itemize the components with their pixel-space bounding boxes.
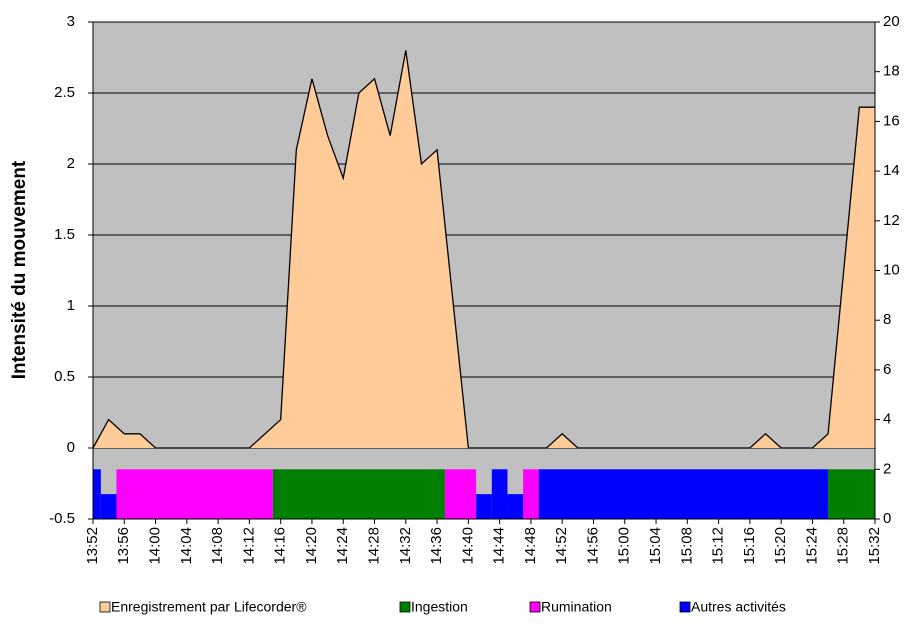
y2-tick-label: 18: [883, 63, 900, 80]
x-tick-label: 15:04: [647, 527, 664, 565]
x-tick-label: 14:04: [178, 527, 195, 565]
y2-tick-label: 12: [883, 212, 900, 229]
plot-area: [93, 22, 875, 519]
legend-label: Enregistrement par Lifecorder®: [111, 599, 307, 615]
x-tick-label: 14:36: [428, 527, 445, 565]
y-tick-label: 0.5: [54, 368, 75, 385]
y2-tick-label: 0: [883, 510, 891, 527]
activity-bar: [828, 469, 875, 519]
legend-swatch: [679, 601, 691, 613]
y-tick-label: 1.5: [54, 226, 75, 243]
y2-tick-label: 10: [883, 261, 900, 278]
activity-bar: [491, 469, 508, 519]
x-tick-label: 14:32: [397, 527, 414, 565]
legend-swatch: [529, 601, 541, 613]
y2-tick-label: 8: [883, 311, 891, 328]
activity-bar: [476, 494, 492, 519]
activity-bar: [444, 469, 477, 519]
y-tick-label: 2.5: [54, 84, 75, 101]
y-tick-label: -0.5: [49, 510, 75, 527]
y2-tick-label: 6: [883, 361, 891, 378]
x-tick-label: 15:08: [678, 527, 695, 565]
y-tick-label: 3: [67, 13, 75, 30]
activity-bar: [523, 469, 539, 519]
x-tick-label: 14:16: [272, 527, 289, 565]
x-tick-label: 14:28: [365, 527, 382, 565]
legend-swatch: [99, 601, 111, 613]
y2-tick-label: 4: [883, 411, 891, 428]
activity-bar: [93, 469, 101, 519]
x-tick-label: 14:40: [459, 527, 476, 565]
x-tick-label: 14:12: [240, 527, 257, 565]
y2-tick-label: 20: [883, 13, 900, 30]
x-tick-label: 14:56: [584, 527, 601, 565]
x-tick-label: 15:12: [710, 527, 727, 565]
x-tick-label: 15:00: [616, 527, 633, 565]
area-fill: [93, 50, 875, 449]
x-tick-label: 14:20: [303, 527, 320, 565]
legend-label: Autres activités: [691, 599, 786, 615]
y2-tick-label: 16: [883, 112, 900, 129]
x-tick-label: 13:56: [115, 527, 132, 565]
x-tick-label: 14:52: [553, 527, 570, 565]
y2-tick-label: 2: [883, 460, 891, 477]
y-tick-label: 0: [67, 439, 75, 456]
y-axis-label: Intensité du mouvement: [9, 160, 30, 379]
legend-label: Rumination: [541, 599, 612, 615]
x-tick-label: 15:20: [772, 527, 789, 565]
activity-bar: [538, 469, 829, 519]
x-tick-label: 15:28: [835, 527, 852, 565]
x-tick-label: 14:00: [147, 527, 164, 565]
activity-bar: [507, 494, 524, 519]
y-tick-label: 1: [67, 297, 75, 314]
x-tick-label: 14:48: [522, 527, 539, 565]
x-tick-label: 14:08: [209, 527, 226, 565]
activity-bar: [116, 469, 273, 519]
area-line: [92, 50, 875, 449]
legend-swatch: [399, 601, 411, 613]
plot-border: [92, 21, 876, 520]
legend-label: Ingestion: [411, 599, 468, 615]
x-tick-label: 15:32: [866, 527, 883, 565]
x-tick-label: 14:24: [334, 527, 351, 565]
x-tick-label: 14:44: [491, 527, 508, 565]
activity-bar: [100, 494, 117, 519]
x-tick-label: 15:16: [741, 527, 758, 565]
activity-bar: [272, 469, 445, 519]
y-tick-label: 2: [67, 155, 75, 172]
y2-tick-label: 14: [883, 162, 900, 179]
x-tick-label: 13:52: [84, 527, 101, 565]
x-tick-label: 15:24: [803, 527, 820, 565]
